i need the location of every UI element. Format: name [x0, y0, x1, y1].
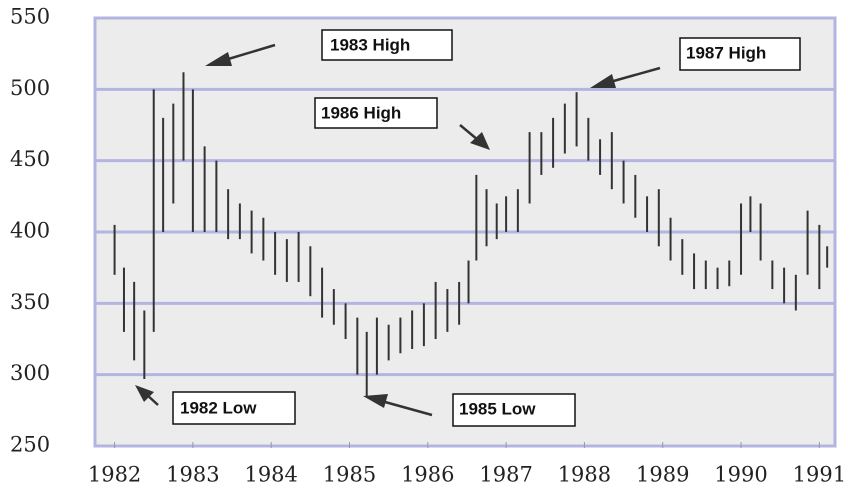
annotation: 1987 High	[686, 43, 766, 62]
y-tick-label: 450	[10, 147, 50, 171]
annotation: 1985 Low	[459, 399, 536, 418]
x-tick-label: 1982	[88, 463, 141, 487]
y-tick-label: 550	[10, 5, 50, 29]
arrow-head	[135, 385, 154, 402]
annotation-box	[679, 37, 801, 71]
arrow-head	[363, 394, 388, 408]
arrow	[224, 43, 276, 62]
annotation: 1986 High	[321, 103, 401, 122]
plot	[95, 16, 835, 448]
annotation-box	[314, 97, 438, 129]
annotations: 1983 High 1987 High 1986 High 1982 Low 1…	[135, 29, 801, 427]
x-tick-label: 1983	[166, 463, 219, 487]
annotation-box	[172, 391, 296, 425]
x-tick-label: 1985	[323, 463, 376, 487]
x-tick-label: 1988	[558, 463, 611, 487]
arrow	[609, 66, 661, 84]
arrow-head	[205, 52, 232, 66]
annotation-box	[452, 393, 576, 427]
y-tick-label: 500	[10, 76, 50, 100]
x-tick-label: 1984	[244, 463, 297, 487]
x-tick-label: 1989	[636, 463, 689, 487]
x-tick-label: 1986	[401, 463, 454, 487]
y-tick-label: 350	[10, 290, 50, 314]
x-tick-label: 1990	[714, 463, 767, 487]
arrow	[459, 124, 479, 141]
annotation: 1983 High	[330, 35, 410, 54]
annotation: 1982 Low	[180, 398, 257, 417]
arrow-head	[470, 132, 490, 150]
y-tick-label: 250	[10, 433, 50, 457]
arrow	[384, 400, 433, 417]
annotation-box	[321, 29, 453, 61]
y-tick-label: 400	[10, 219, 50, 243]
x-tick-label: 1991	[793, 463, 846, 487]
x-tick-label: 1987	[479, 463, 532, 487]
arrow-head	[590, 74, 616, 88]
y-tick-label: 300	[10, 361, 50, 385]
